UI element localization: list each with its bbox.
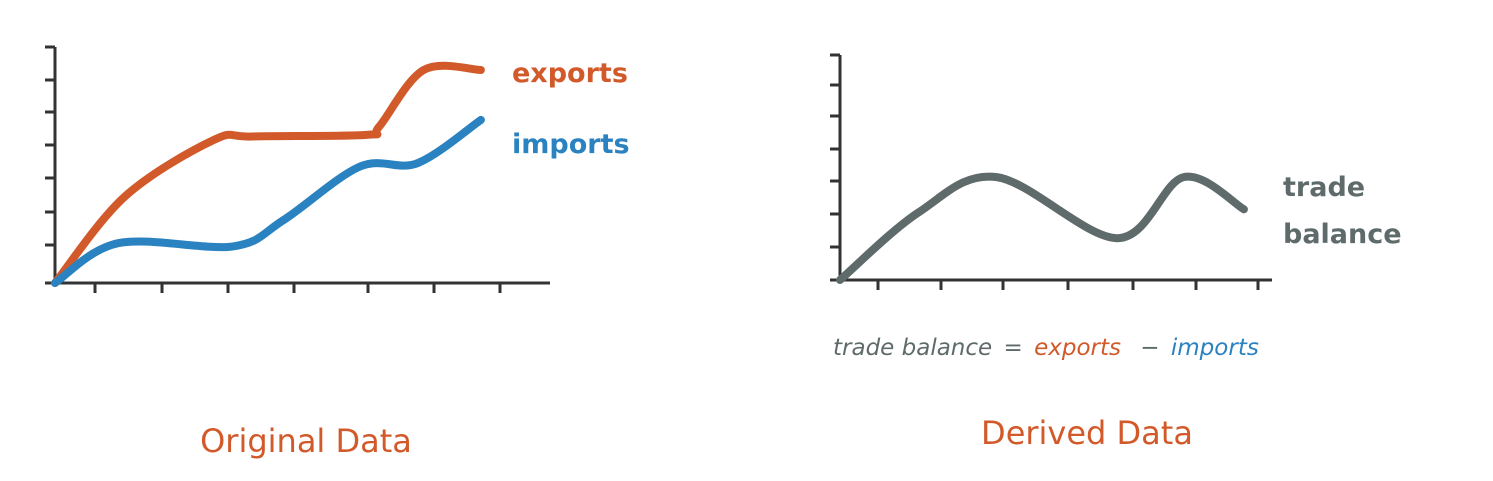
derived-data-chart: trade balance trade balance = exports − …: [830, 53, 1402, 452]
formula-lhs: trade balance: [833, 335, 992, 361]
trade-balance-label-line-2: balance: [1283, 219, 1402, 250]
trade-balance-formula: trade balance = exports − imports: [833, 335, 1259, 361]
original-data-caption: Original Data: [200, 422, 412, 460]
derived-axes: [830, 53, 1272, 290]
trade-balance-label-line-1: trade: [1283, 172, 1365, 203]
imports-line: [51, 115, 485, 287]
imports-series-label: imports: [512, 129, 630, 160]
formula-imports: imports: [1171, 335, 1259, 361]
trade-balance-series-label: trade balance: [1283, 172, 1402, 250]
original-axes: [45, 45, 550, 293]
derived-lines: [836, 172, 1248, 284]
trade-balance-line: [836, 172, 1248, 284]
original-lines: [51, 61, 485, 287]
exports-series-label: exports: [512, 58, 628, 89]
original-data-chart: exports imports Original Data: [45, 45, 630, 460]
formula-equals: =: [1004, 335, 1023, 361]
formula-minus: −: [1140, 335, 1159, 361]
formula-exports: exports: [1034, 335, 1121, 361]
derived-data-caption: Derived Data: [981, 414, 1193, 452]
exports-line: [51, 61, 485, 287]
